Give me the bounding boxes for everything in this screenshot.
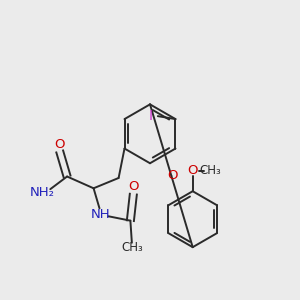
Text: O: O [55, 138, 65, 151]
Text: NH₂: NH₂ [30, 186, 55, 199]
Text: CH₃: CH₃ [200, 164, 221, 177]
Text: O: O [168, 169, 178, 182]
Text: NH: NH [91, 208, 111, 221]
Text: I: I [148, 109, 152, 123]
Text: CH₃: CH₃ [121, 241, 143, 254]
Text: O: O [129, 180, 139, 193]
Text: O: O [188, 164, 198, 177]
